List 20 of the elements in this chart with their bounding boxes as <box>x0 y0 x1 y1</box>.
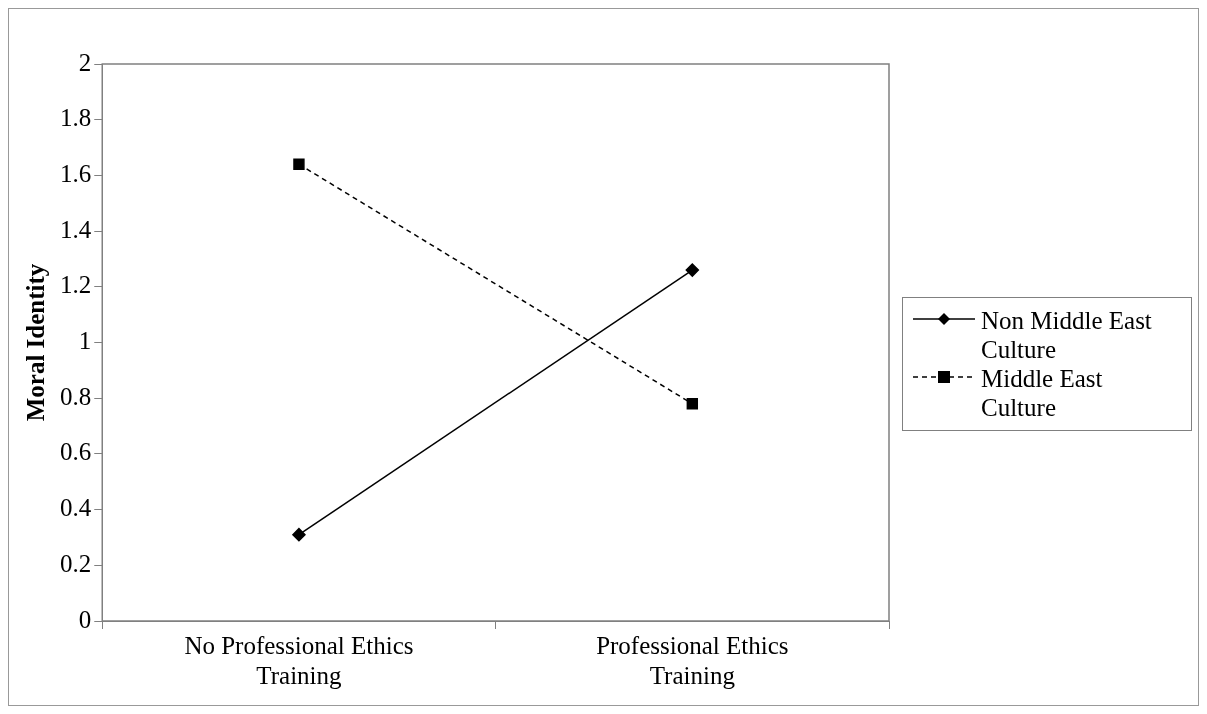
point <box>293 158 305 170</box>
y-tick-label: 1.2 <box>60 271 92 299</box>
point <box>686 398 699 410</box>
point <box>292 527 306 542</box>
y-tick-label: 0.2 <box>60 549 92 577</box>
y-tick-label: 0.6 <box>60 438 92 466</box>
legend-label: Middle East Culture <box>981 364 1104 422</box>
y-tick-label: 0.4 <box>60 494 92 522</box>
y-tick-label: 2 <box>78 48 92 76</box>
y-tick-label: 1.8 <box>60 104 92 132</box>
legend-label: Non Middle East Culture <box>981 306 1153 364</box>
y-axis-title: Moral Identity <box>22 263 50 422</box>
x-tick-label: Professional Ethics Training <box>596 631 789 689</box>
y-tick-label: 0.8 <box>60 382 92 410</box>
y-tick-label: 1 <box>78 327 92 355</box>
y-tick-label: 1.4 <box>60 215 92 243</box>
x-tick-label: No Professional Ethics Training <box>184 631 414 689</box>
y-tick-label: 0 <box>78 605 92 633</box>
point <box>685 263 700 277</box>
y-tick-label: 1.6 <box>60 159 92 187</box>
